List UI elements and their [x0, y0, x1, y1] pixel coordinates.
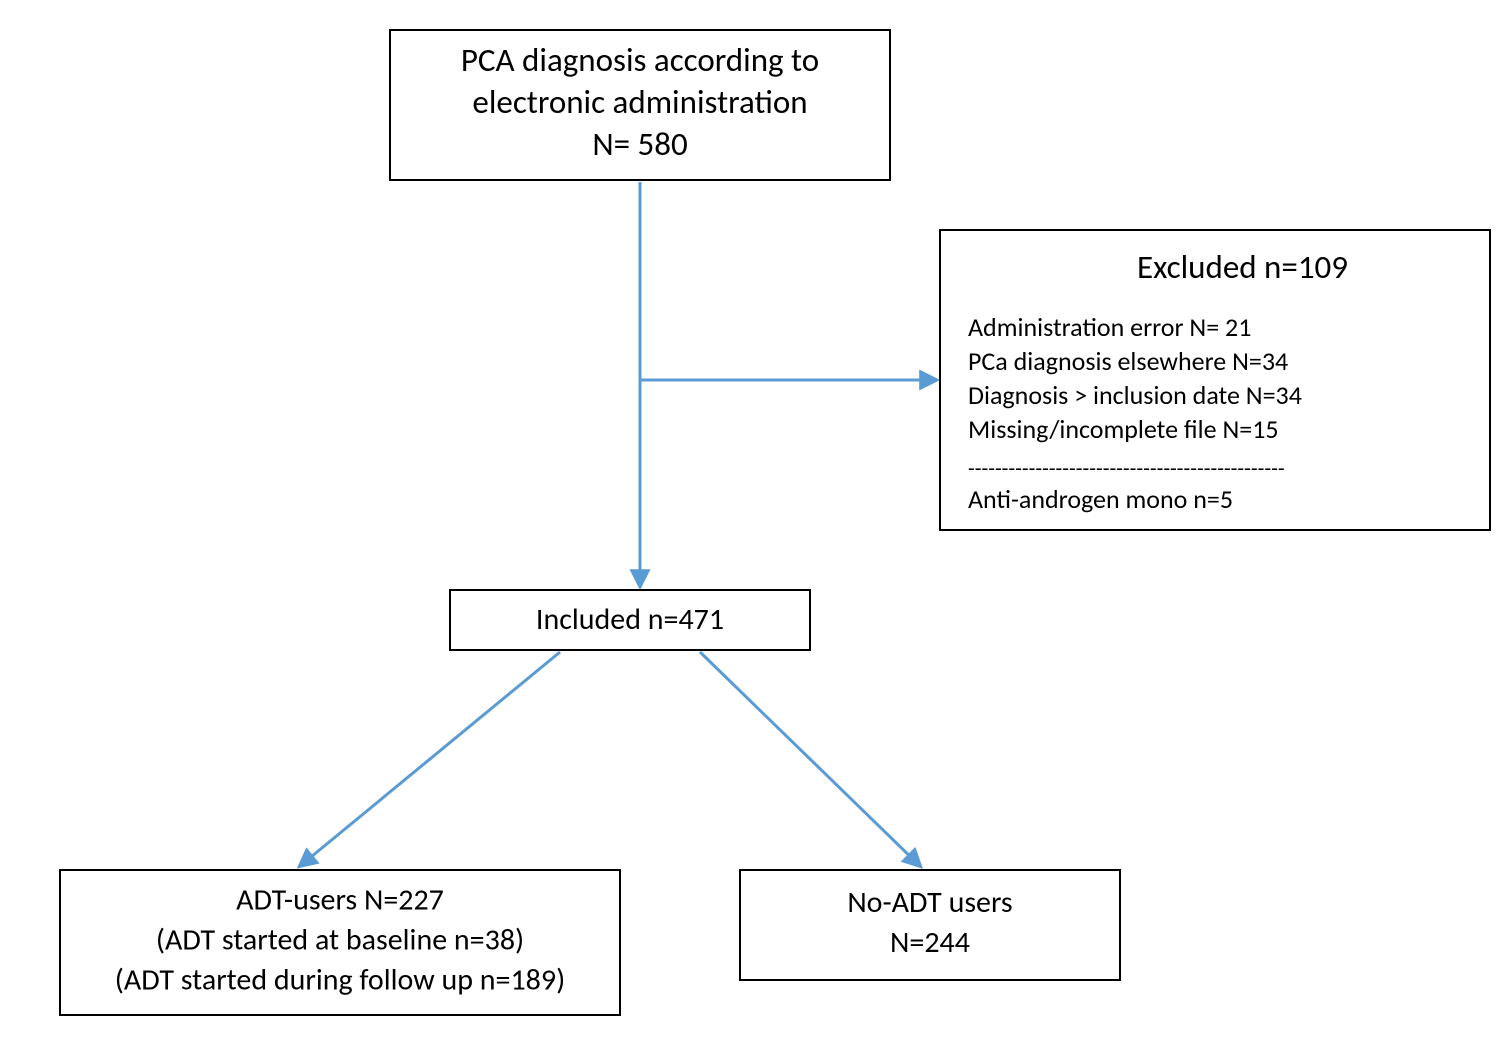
- adt-line-0: ADT-users N=227: [236, 882, 444, 919]
- excluded-item-0: Administration error N= 21: [968, 311, 1251, 343]
- adt-line-2: (ADT started during follow up n=189): [115, 962, 565, 999]
- excluded-divider: ----------------------------------------…: [968, 454, 1285, 481]
- excluded-title: Excluded n=109: [1137, 247, 1348, 287]
- node-noadt: No-ADT usersN=244: [740, 870, 1120, 980]
- node-excluded: Excluded n=109 Administration error N= 21…: [940, 230, 1490, 530]
- edge-included-noadt: [700, 652, 920, 866]
- node-included: Included n=471: [450, 590, 810, 650]
- excluded-item-3: Missing/incomplete file N=15: [968, 413, 1279, 445]
- excluded-item-2: Diagnosis > inclusion date N=34: [968, 379, 1302, 411]
- edge-included-adt: [300, 652, 560, 866]
- start-line-1: electronic administration: [472, 82, 807, 122]
- included-line-0: Included n=471: [536, 601, 724, 638]
- adt-line-1: (ADT started at baseline n=38): [156, 922, 524, 959]
- start-line-0: PCA diagnosis according to: [461, 40, 819, 80]
- start-line-2: N= 580: [592, 124, 687, 164]
- excluded-after: Anti-androgen mono n=5: [968, 483, 1233, 515]
- noadt-line-1: N=244: [890, 924, 970, 961]
- noadt-line-0: No-ADT users: [847, 884, 1012, 921]
- excluded-item-1: PCa diagnosis elsewhere N=34: [968, 345, 1288, 377]
- node-start: PCA diagnosis according toelectronic adm…: [390, 30, 890, 180]
- node-adt: ADT-users N=227(ADT started at baseline …: [60, 870, 620, 1015]
